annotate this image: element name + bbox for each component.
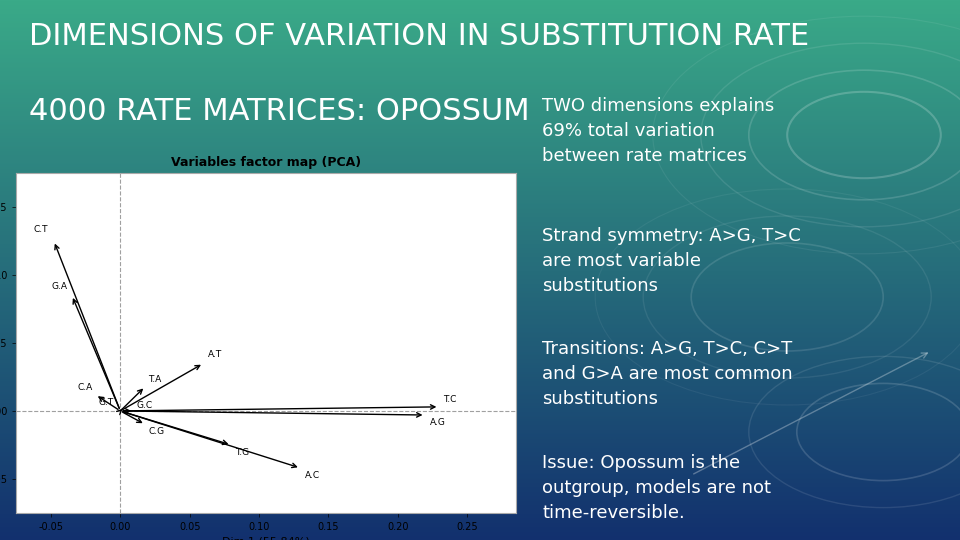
Title: Variables factor map (PCA): Variables factor map (PCA)	[171, 156, 361, 169]
Text: 4000 RATE MATRICES: OPOSSUM: 4000 RATE MATRICES: OPOSSUM	[29, 97, 529, 126]
Text: T.A: T.A	[148, 375, 161, 384]
Text: Issue: Opossum is the
outgroup, models are not
time-reversible.: Issue: Opossum is the outgroup, models a…	[542, 454, 772, 522]
Text: A.G: A.G	[429, 418, 445, 427]
Text: Transitions: A>G, T>C, C>T
and G>A are most common
substitutions: Transitions: A>G, T>C, C>T and G>A are m…	[542, 340, 793, 408]
Text: C.G: C.G	[148, 427, 164, 436]
Text: TWO dimensions explains
69% total variation
between rate matrices: TWO dimensions explains 69% total variat…	[542, 97, 775, 165]
Text: T.C: T.C	[444, 395, 457, 404]
Text: G.C: G.C	[137, 401, 153, 409]
Text: A.T: A.T	[207, 350, 222, 359]
Text: G.T: G.T	[98, 398, 113, 407]
Text: G.A: G.A	[52, 282, 67, 291]
Text: C.A: C.A	[78, 383, 92, 392]
Text: T.G: T.G	[235, 448, 250, 457]
Text: Strand symmetry: A>G, T>C
are most variable
substitutions: Strand symmetry: A>G, T>C are most varia…	[542, 227, 802, 295]
Text: C.T: C.T	[34, 225, 48, 234]
X-axis label: Dim 1 (55.84%): Dim 1 (55.84%)	[222, 536, 310, 540]
Text: DIMENSIONS OF VARIATION IN SUBSTITUTION RATE: DIMENSIONS OF VARIATION IN SUBSTITUTION …	[29, 22, 809, 51]
Text: A.C: A.C	[304, 471, 320, 480]
